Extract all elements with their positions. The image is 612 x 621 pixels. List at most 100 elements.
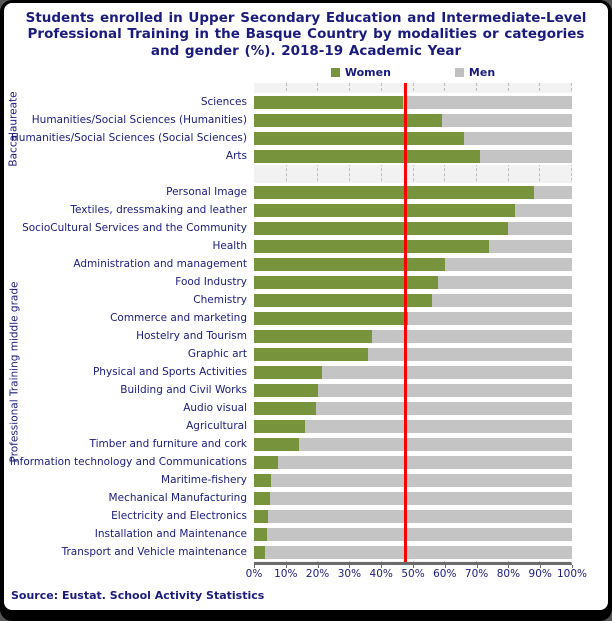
bar-row: Sciences <box>4 93 572 112</box>
women-bar-segment <box>254 203 515 217</box>
bar-row: Textiles, dressmaking and leather <box>4 201 572 220</box>
women-bar-segment <box>254 239 490 253</box>
men-bar-segment <box>254 275 572 289</box>
x-tick <box>508 565 510 569</box>
bar-holder <box>254 327 572 346</box>
x-tick <box>540 565 542 569</box>
x-tick-label: 0% <box>245 568 263 581</box>
category-label: Administration and management <box>73 258 247 271</box>
reference-line <box>404 83 408 563</box>
men-bar-segment <box>254 113 572 127</box>
men-bar-segment <box>254 347 572 361</box>
bar-row: Audio visual <box>4 399 572 418</box>
category-label: Humanities/Social Sciences (Social Scien… <box>10 132 247 145</box>
bar-holder <box>254 345 572 364</box>
bar-holder <box>254 291 572 310</box>
men-bar-segment <box>254 329 572 343</box>
x-tick <box>413 565 414 569</box>
category-label: Chemistry <box>193 294 247 307</box>
bar-row: Commerce and marketing <box>4 309 572 328</box>
category-label: Building and Civil Works <box>120 384 247 397</box>
x-tick-label: 20% <box>305 568 330 581</box>
bar-row: Hostelry and Tourism <box>4 327 572 346</box>
bar-row: SocioCultural Services and the Community <box>4 219 572 238</box>
men-bar-segment <box>254 149 572 163</box>
bar-row: Humanities/Social Sciences (Humanities) <box>4 111 572 130</box>
bar-row: Health <box>4 237 572 256</box>
category-label: Maritime-fishery <box>161 474 247 487</box>
bar-row: Humanities/Social Sciences (Social Scien… <box>4 129 572 148</box>
bar-rows: Sciences Humanities/Social Sciences (Huma… <box>4 83 608 565</box>
men-bar-segment <box>254 293 572 307</box>
bar-holder <box>254 219 572 238</box>
women-bar-segment <box>254 455 278 469</box>
men-bar-segment <box>254 437 572 451</box>
men-bar-segment <box>254 455 572 469</box>
men-bar-segment <box>254 401 572 415</box>
category-label: Installation and Maintenance <box>94 528 247 541</box>
women-bar-segment <box>254 257 445 271</box>
section-label-professional-training-middle-grade: Professional Training middle grade <box>8 281 21 463</box>
chart-title: Students enrolled in Upper Secondary Edu… <box>25 10 587 59</box>
bar-holder <box>254 525 572 544</box>
category-label: Personal Image <box>166 186 247 199</box>
bar-holder <box>254 399 572 418</box>
legend: Women Men <box>254 63 572 81</box>
men-bar-segment <box>254 383 572 397</box>
women-bar-segment <box>254 293 433 307</box>
men-bar-segment <box>254 239 572 253</box>
category-label: Electricity and Electronics <box>111 510 247 523</box>
men-bar-segment <box>254 509 572 523</box>
chart-card: Students enrolled in Upper Secondary Edu… <box>4 3 608 610</box>
category-label: Mechanical Manufacturing <box>108 492 247 505</box>
x-tick <box>254 565 255 569</box>
bar-row: Physical and Sports Activities <box>4 363 572 382</box>
women-bar-segment <box>254 95 404 109</box>
bar-holder <box>254 237 572 256</box>
category-label: Graphic art <box>187 348 247 361</box>
bar-row: Electricity and Electronics <box>4 507 572 526</box>
women-swatch-icon <box>330 67 340 77</box>
bar-holder <box>254 543 572 562</box>
bar-holder <box>254 363 572 382</box>
x-tick <box>317 565 319 569</box>
bar-row: Graphic art <box>4 345 572 364</box>
category-label: SocioCultural Services and the Community <box>22 222 247 235</box>
women-bar-segment <box>254 401 316 415</box>
bar-row: Timber and furniture and cork <box>4 435 572 454</box>
men-bar-segment <box>254 473 572 487</box>
women-bar-segment <box>254 491 270 505</box>
x-tick-label: 100% <box>556 568 588 581</box>
bar-holder <box>254 453 572 472</box>
men-swatch-icon <box>454 67 464 77</box>
bar-row: Administration and management <box>4 255 572 274</box>
bar-holder <box>254 147 572 166</box>
women-bar-segment <box>254 383 318 397</box>
bar-row: Information technology and Communication… <box>4 453 572 472</box>
women-bar-segment <box>254 275 439 289</box>
category-label: Agricultural <box>186 420 247 433</box>
bar-row: Agricultural <box>4 417 572 436</box>
men-bar-segment <box>254 203 572 217</box>
x-tick-label: 40% <box>369 568 393 581</box>
women-bar-segment <box>254 527 267 541</box>
chart-body: Sciences Humanities/Social Sciences (Huma… <box>4 83 608 566</box>
legend-item-men: Men <box>454 66 495 79</box>
men-bar-segment <box>254 257 572 271</box>
x-tick <box>285 565 287 569</box>
bar-row: Personal Image <box>4 183 572 202</box>
men-bar-segment <box>254 95 572 109</box>
bar-holder <box>254 183 572 202</box>
x-tick <box>572 565 573 569</box>
category-label: Health <box>212 240 247 253</box>
men-bar-segment <box>254 545 572 559</box>
women-bar-segment <box>254 149 480 163</box>
x-tick <box>444 565 446 569</box>
legend-label-women: Women <box>344 65 391 79</box>
bar-row: Maritime-fishery <box>4 471 572 490</box>
men-bar-segment <box>254 221 572 235</box>
x-tick-label: 90% <box>528 568 552 581</box>
x-tick-label: 60% <box>433 568 457 581</box>
bar-holder <box>254 489 572 508</box>
